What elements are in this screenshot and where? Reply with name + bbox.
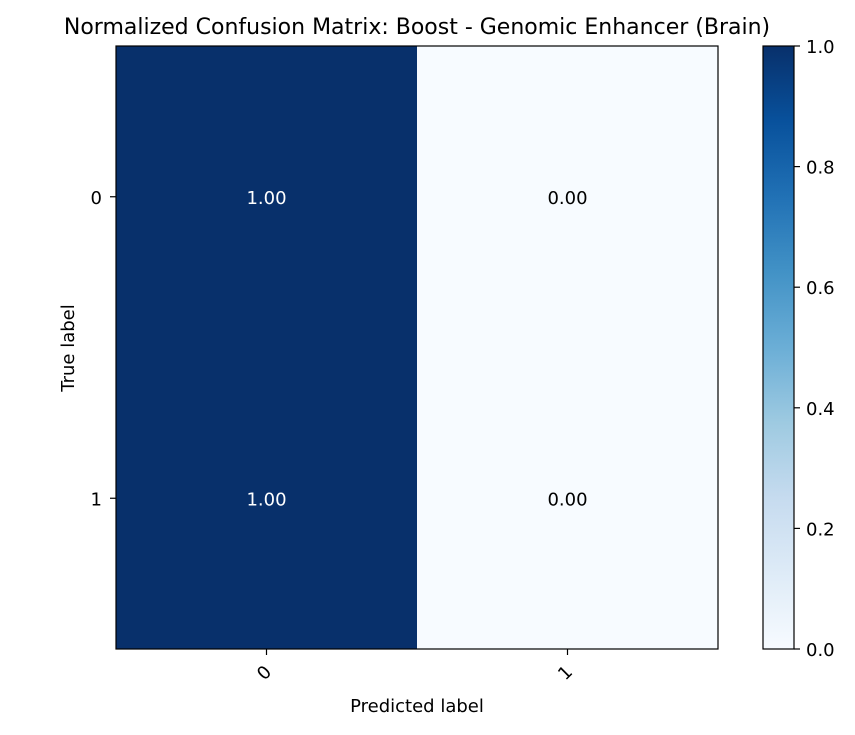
colorbar-tick-label: 1.0 (806, 37, 835, 58)
heatmap-cell (417, 46, 718, 348)
chart-title: Normalized Confusion Matrix: Boost - Gen… (64, 15, 770, 40)
colorbar-ticks: 0.0 0.2 0.4 0.6 0.8 1.0 (794, 37, 835, 661)
heatmap-cell-labels: 1.00 0.00 1.00 0.00 (246, 188, 587, 511)
heatmap-cell (116, 347, 417, 649)
heatmap-cell (116, 46, 417, 348)
colorbar-tick-label: 0.0 (806, 640, 835, 661)
heatmap-cell (417, 347, 718, 649)
colorbar-tick-label: 0.6 (806, 278, 835, 299)
heatmap-cells (116, 46, 718, 649)
colorbar: 0.0 0.2 0.4 0.6 0.8 1.0 (762, 37, 835, 661)
x-axis-label: Predicted label (350, 696, 484, 717)
colorbar-gradient (762, 45, 795, 650)
y-tick-label: 1 (91, 489, 102, 510)
y-tick-label: 0 (91, 188, 102, 209)
plot-frame (115, 45, 719, 650)
cell-value-label: 0.00 (547, 188, 587, 209)
colorbar-tick-label: 0.2 (806, 519, 835, 540)
cell-value-label: 1.00 (246, 489, 286, 510)
x-tick-label: 0 (253, 662, 276, 685)
colorbar-tick-label: 0.8 (806, 158, 835, 179)
x-tick-label: 1 (554, 662, 577, 685)
colorbar-tick-label: 0.4 (806, 399, 835, 420)
y-axis-ticks: 01 (91, 188, 116, 510)
cell-value-label: 1.00 (246, 188, 286, 209)
y-axis-label: True label (58, 304, 79, 393)
cell-value-label: 0.00 (547, 489, 587, 510)
